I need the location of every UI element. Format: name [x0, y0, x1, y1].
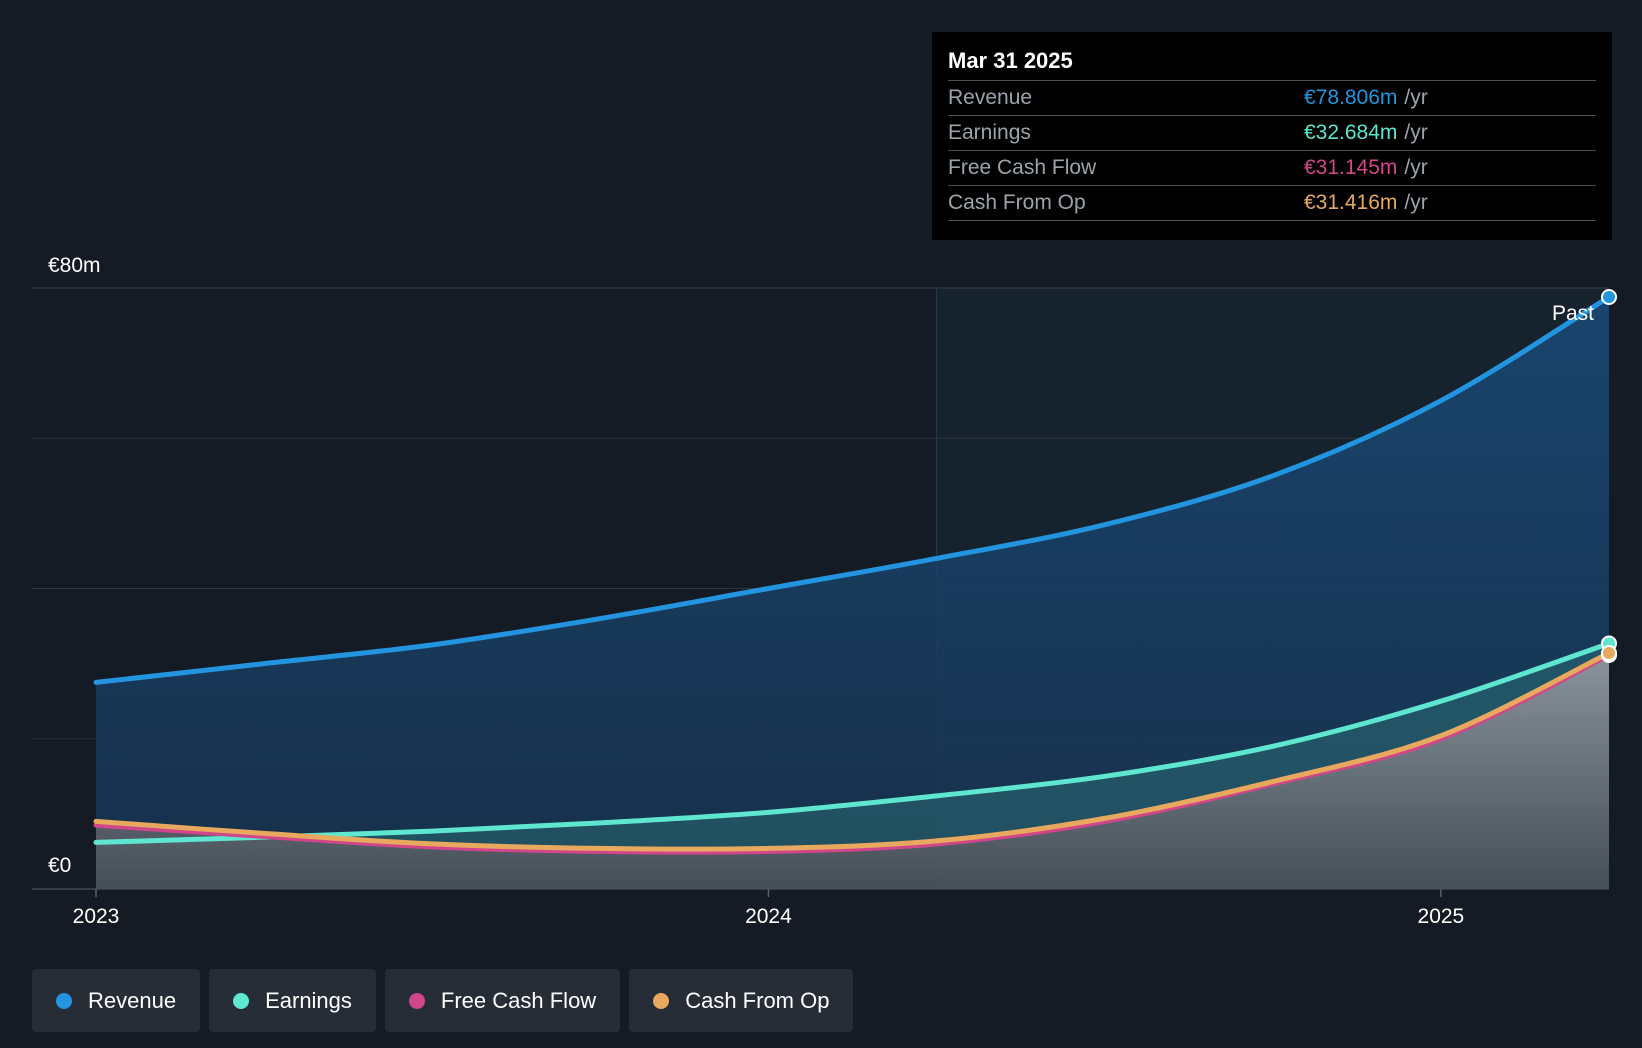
tooltip-value: €31.416m: [1304, 191, 1398, 214]
tooltip-label: Revenue: [948, 86, 1033, 109]
revenue-dot-icon: [56, 992, 72, 1009]
legend-item-revenue[interactable]: Revenue: [32, 969, 201, 1032]
legend-item-free-cash-flow[interactable]: Free Cash Flow: [384, 969, 621, 1032]
revenue-line: [93, 294, 1612, 685]
tooltip-panel: Mar 31 2025 Revenue €78.806m /yr Earning…: [932, 32, 1612, 240]
free-cash-flow-line: [93, 652, 1612, 855]
series-endpoints: [1601, 288, 1617, 664]
free-cash-flow-dot-icon: [408, 992, 425, 1009]
cash-from-op-endpoint: [1601, 644, 1617, 661]
earnings-dot-icon: [233, 992, 250, 1009]
tooltip-date: Mar 31 2025: [948, 46, 1596, 81]
past-label: Past: [1552, 302, 1594, 325]
tooltip-unit: /yr: [1404, 121, 1428, 144]
cash-from-op-area: [96, 652, 1609, 889]
tooltip-row-free-cash-flow: Free Cash Flow €31.145m /yr: [948, 151, 1596, 186]
x-tick-label: 2023: [73, 905, 120, 928]
tooltip-unit: /yr: [1404, 156, 1428, 179]
tooltip-value: €32.684m: [1304, 121, 1398, 144]
legend-item-earnings[interactable]: Earnings: [209, 969, 376, 1032]
revenue-endpoint: [1601, 288, 1617, 305]
tooltip-label: Free Cash Flow: [948, 156, 1097, 179]
tooltip-row-earnings: Earnings €32.684m /yr: [948, 116, 1596, 151]
x-tick-label: 2024: [745, 905, 792, 928]
x-tick-label: 2025: [1418, 905, 1465, 928]
tooltip-label: Cash From Op: [948, 191, 1086, 214]
x-axis: 2023 2024 2025: [73, 889, 1465, 928]
cash-from-op-line: [93, 650, 1612, 852]
legend-label: Revenue: [88, 987, 177, 1013]
tooltip-label: Earnings: [948, 121, 1031, 144]
tooltip-value: €78.806m: [1304, 86, 1398, 109]
revenue-area: [96, 296, 1609, 889]
earnings-line: [93, 640, 1612, 845]
series-areas: [96, 296, 1609, 889]
tooltip-row-revenue: Revenue €78.806m /yr: [948, 81, 1596, 116]
legend: Revenue Earnings Free Cash Flow Cash Fro…: [32, 969, 854, 1032]
legend-item-cash-from-op[interactable]: Cash From Op: [629, 969, 854, 1032]
legend-label: Earnings: [265, 987, 352, 1013]
tooltip-value: €31.145m: [1304, 156, 1398, 179]
legend-label: Free Cash Flow: [440, 987, 597, 1013]
y-axis-max-label: €80m: [48, 254, 101, 277]
tooltip-row-cash-from-op: Cash From Op €31.416m /yr: [948, 186, 1596, 221]
legend-label: Cash From Op: [685, 987, 830, 1013]
y-axis-min-label: €0: [48, 854, 71, 877]
cash-from-op-dot-icon: [653, 992, 670, 1009]
tooltip-unit: /yr: [1404, 86, 1428, 109]
series-lines: [93, 294, 1612, 855]
tooltip-unit: /yr: [1404, 191, 1428, 214]
